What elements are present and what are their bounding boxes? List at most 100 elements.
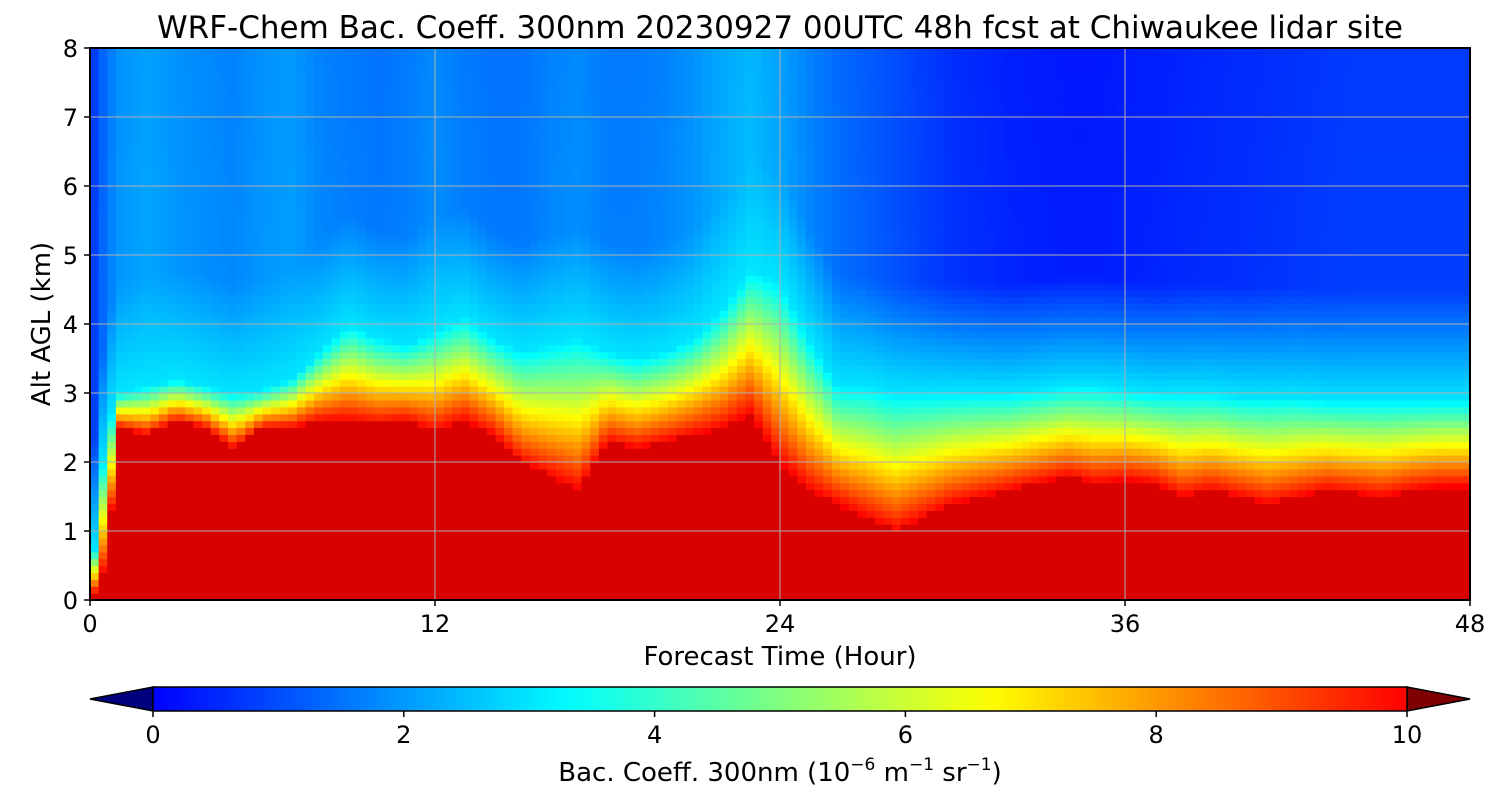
heatmap-cell	[452, 351, 462, 360]
heatmap-cell	[435, 248, 445, 256]
heatmap-cell	[400, 151, 410, 159]
heatmap-cell	[564, 413, 574, 422]
heatmap-cell	[90, 372, 100, 380]
heatmap-cell	[607, 213, 617, 222]
heatmap-cell	[202, 220, 212, 228]
heatmap-cell	[219, 427, 229, 435]
heatmap-cell	[314, 406, 324, 415]
heatmap-cell	[547, 489, 557, 498]
heatmap-cell	[452, 324, 462, 332]
heatmap-cell	[538, 572, 548, 580]
heatmap-cell	[348, 172, 358, 180]
heatmap-cell	[366, 441, 376, 449]
heatmap-cell	[598, 310, 609, 318]
heatmap-cell	[141, 551, 151, 560]
heatmap-cell	[426, 579, 436, 587]
heatmap-cell	[159, 565, 169, 573]
heatmap-cell	[236, 468, 246, 477]
heatmap-cell	[521, 303, 531, 311]
heatmap-cell	[616, 303, 626, 311]
heatmap-cell	[279, 517, 289, 525]
heatmap-cell	[236, 296, 246, 304]
heatmap-cell	[305, 199, 315, 208]
heatmap-cell	[495, 593, 505, 600]
heatmap-cell	[383, 234, 393, 242]
heatmap-cell	[90, 130, 100, 139]
heatmap-cell	[512, 68, 522, 77]
heatmap-cell	[435, 82, 445, 90]
heatmap-cell	[616, 434, 626, 442]
heatmap-cell	[400, 179, 410, 187]
heatmap-cell	[504, 558, 514, 567]
heatmap-cell	[607, 310, 617, 318]
heatmap-cell	[581, 317, 591, 325]
heatmap-cell	[262, 510, 272, 518]
heatmap-cell	[460, 227, 471, 235]
heatmap-cell	[98, 227, 108, 235]
heatmap-cell	[409, 137, 419, 146]
heatmap-cell	[400, 365, 410, 373]
heatmap-cell	[400, 89, 410, 97]
heatmap-cell	[124, 393, 134, 401]
heatmap-cell	[504, 165, 514, 173]
heatmap-cell	[141, 503, 151, 511]
heatmap-cell	[443, 496, 453, 504]
heatmap-cell	[443, 268, 453, 277]
heatmap-cell	[167, 179, 177, 187]
heatmap-cell	[529, 117, 540, 125]
heatmap-cell	[486, 420, 496, 429]
heatmap-cell	[115, 123, 126, 132]
heatmap-cell	[288, 475, 298, 484]
heatmap-cell	[521, 544, 531, 553]
heatmap-cell	[417, 420, 427, 429]
heatmap-cell	[245, 434, 255, 442]
heatmap-cell	[460, 441, 471, 449]
heatmap-cell	[478, 82, 488, 90]
heatmap-cell	[210, 275, 220, 284]
heatmap-cell	[236, 117, 246, 125]
heatmap-cell	[400, 462, 410, 470]
heatmap-cell	[504, 351, 514, 360]
heatmap-cell	[581, 220, 591, 228]
heatmap-cell	[573, 137, 583, 146]
heatmap-cell	[598, 54, 609, 63]
heatmap-cell	[202, 110, 212, 118]
heatmap-cell	[469, 255, 479, 263]
heatmap-cell	[400, 75, 410, 84]
heatmap-cell	[210, 489, 220, 498]
heatmap-cell	[331, 324, 341, 332]
heatmap-cell	[607, 130, 617, 139]
heatmap-cell	[486, 179, 496, 187]
heatmap-cell	[322, 330, 333, 339]
heatmap-cell	[417, 551, 427, 560]
heatmap-cell	[305, 75, 315, 84]
heatmap-cell	[236, 75, 246, 84]
heatmap-cell	[141, 130, 151, 139]
heatmap-cell	[400, 524, 410, 532]
heatmap-cell	[98, 158, 108, 166]
heatmap-cell	[443, 172, 453, 180]
heatmap-cell	[288, 531, 298, 539]
heatmap-cell	[236, 441, 246, 449]
heatmap-cell	[504, 379, 514, 387]
heatmap-cell	[538, 172, 548, 180]
heatmap-cell	[504, 68, 514, 77]
heatmap-cell	[469, 275, 479, 284]
heatmap-cell	[409, 282, 419, 291]
heatmap-cell	[297, 137, 307, 146]
heatmap-cell	[219, 531, 229, 539]
heatmap-cell	[366, 406, 376, 415]
heatmap-cell	[478, 399, 488, 408]
heatmap-cell	[245, 123, 255, 132]
heatmap-cell	[400, 544, 410, 553]
heatmap-cell	[124, 117, 134, 125]
heatmap-cell	[555, 192, 565, 201]
heatmap-cell	[219, 144, 229, 153]
heatmap-cell	[547, 268, 557, 277]
heatmap-cell	[219, 441, 229, 449]
heatmap-cell	[486, 544, 496, 553]
heatmap-cell	[253, 324, 264, 332]
heatmap-cell	[210, 496, 220, 504]
heatmap-cell	[607, 351, 617, 360]
heatmap-cell	[133, 96, 143, 104]
